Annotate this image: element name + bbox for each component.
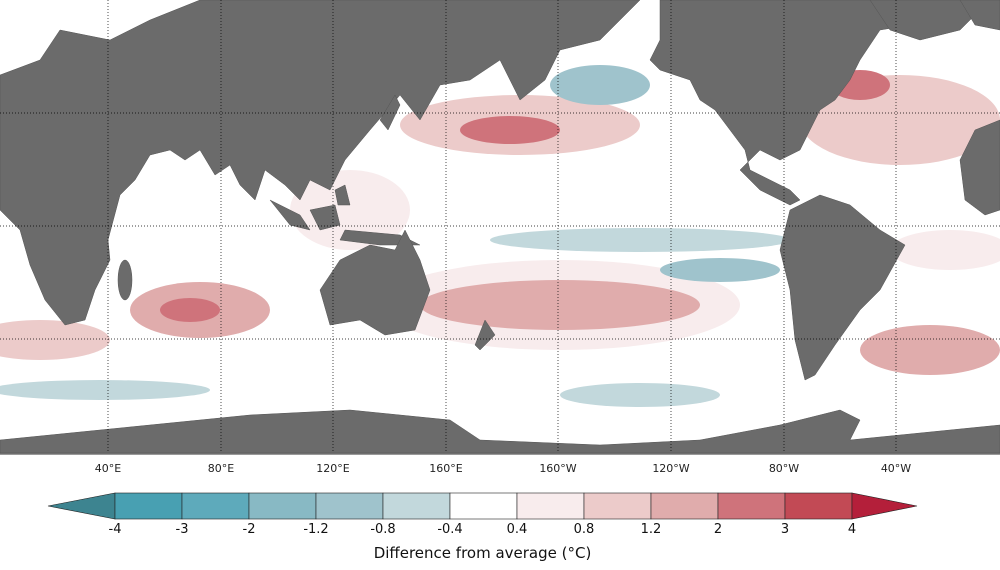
longitude-label: 160°E (429, 462, 463, 475)
world-map (0, 0, 1000, 455)
colorbar-tick-label: 3 (780, 522, 790, 537)
colorbar-tick-label: 0.8 (573, 522, 595, 537)
longitude-label: 80°E (207, 462, 235, 475)
longitude-label: 160°W (539, 462, 577, 475)
colorbar-tick-label: 0.4 (506, 522, 528, 537)
anomaly-warm (860, 325, 1000, 375)
graticule (0, 0, 1000, 453)
colorbar-under-arrow (47, 492, 116, 520)
longitude-label: 120°W (652, 462, 690, 475)
madagascar (117, 259, 133, 301)
longitude-label: 40°E (94, 462, 122, 475)
land-masses (0, 0, 1000, 454)
europe-right (959, 0, 1000, 31)
colorbar-segment (114, 492, 183, 520)
west-africa-right (959, 119, 1000, 216)
eurasia-africa (0, 0, 641, 326)
new-zealand (474, 319, 496, 351)
anomaly-warm (890, 230, 1000, 270)
colorbar-segment (717, 492, 786, 520)
antarctica (0, 409, 1000, 454)
colorbar-segment (315, 492, 384, 520)
colorbar-segment (650, 492, 719, 520)
anomaly-cool (660, 258, 780, 282)
japan (379, 94, 401, 131)
colorbar-over-arrow (851, 492, 918, 520)
anomaly-cool (0, 380, 210, 400)
colorbar-segment (583, 492, 652, 520)
greenland (869, 0, 991, 41)
anomaly-warm (160, 298, 220, 322)
colorbar-segment (449, 492, 518, 520)
colorbar-tick-label: -1.2 (303, 522, 329, 537)
colorbar-tick-label: 4 (847, 522, 857, 537)
colorbar-segment (248, 492, 317, 520)
longitude-label: 40°W (880, 462, 912, 475)
anomaly-warm (460, 116, 560, 144)
longitude-label: 80°W (768, 462, 800, 475)
colorbar-tick-label: -3 (175, 522, 189, 537)
colorbar-tick-label: 1.2 (640, 522, 662, 537)
north-america (649, 0, 961, 206)
colorbar (47, 492, 918, 520)
anomaly-cool (550, 65, 650, 105)
anomaly-warm (420, 280, 700, 330)
colorbar-tick-label: 2 (713, 522, 723, 537)
colorbar-tick-label: -2 (242, 522, 256, 537)
anomaly-field (0, 65, 1000, 407)
colorbar-tick-label: -4 (108, 522, 122, 537)
colorbar-segment (784, 492, 853, 520)
anomaly-cool (560, 383, 720, 407)
colorbar-segment (516, 492, 585, 520)
colorbar-segment (382, 492, 451, 520)
australia (319, 229, 431, 336)
colorbar-tick-label: -0.8 (370, 522, 396, 537)
colorbar-title: Difference from average (°C) (373, 544, 592, 562)
anomaly-cool (490, 228, 790, 252)
anomaly-warm (0, 320, 110, 360)
colorbar-tick-label: -0.4 (437, 522, 463, 537)
south-america (779, 194, 906, 381)
colorbar-segment (181, 492, 250, 520)
longitude-label: 120°E (316, 462, 350, 475)
